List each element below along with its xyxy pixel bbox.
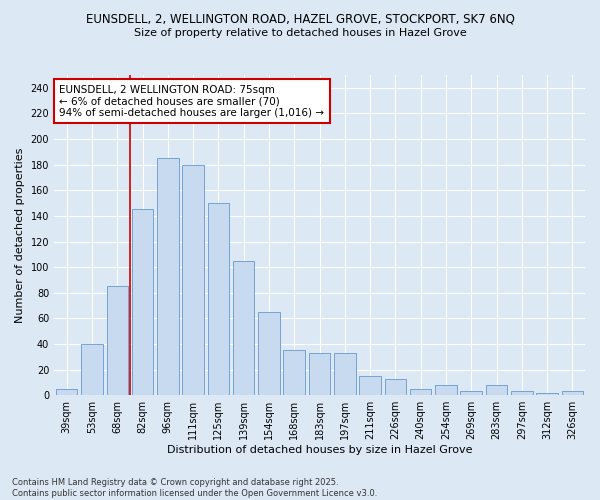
Bar — [309, 353, 330, 395]
Bar — [435, 385, 457, 395]
Bar — [486, 385, 507, 395]
Text: EUNSDELL, 2, WELLINGTON ROAD, HAZEL GROVE, STOCKPORT, SK7 6NQ: EUNSDELL, 2, WELLINGTON ROAD, HAZEL GROV… — [86, 12, 514, 26]
Bar — [56, 389, 77, 395]
X-axis label: Distribution of detached houses by size in Hazel Grove: Distribution of detached houses by size … — [167, 445, 472, 455]
Bar — [182, 164, 204, 395]
Bar — [410, 389, 431, 395]
Text: Contains HM Land Registry data © Crown copyright and database right 2025.
Contai: Contains HM Land Registry data © Crown c… — [12, 478, 377, 498]
Bar — [334, 353, 356, 395]
Bar — [283, 350, 305, 395]
Bar — [157, 158, 179, 395]
Bar — [460, 392, 482, 395]
Bar — [385, 378, 406, 395]
Bar — [107, 286, 128, 395]
Text: EUNSDELL, 2 WELLINGTON ROAD: 75sqm
← 6% of detached houses are smaller (70)
94% : EUNSDELL, 2 WELLINGTON ROAD: 75sqm ← 6% … — [59, 84, 325, 118]
Bar — [562, 392, 583, 395]
Bar — [81, 344, 103, 395]
Bar — [233, 260, 254, 395]
Bar — [258, 312, 280, 395]
Bar — [536, 392, 558, 395]
Bar — [208, 203, 229, 395]
Bar — [511, 392, 533, 395]
Bar — [359, 376, 381, 395]
Bar — [132, 210, 153, 395]
Text: Size of property relative to detached houses in Hazel Grove: Size of property relative to detached ho… — [134, 28, 466, 38]
Y-axis label: Number of detached properties: Number of detached properties — [15, 148, 25, 323]
